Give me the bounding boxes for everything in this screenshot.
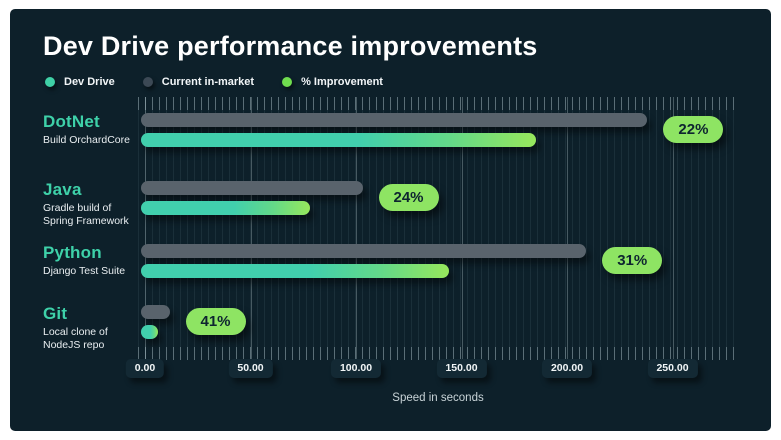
bar-current-in-market [141, 113, 648, 127]
legend-label: Dev Drive [64, 76, 115, 88]
bar-current-in-market [141, 181, 363, 195]
x-axis-tick-label: 100.00 [330, 359, 382, 378]
chart-row-dotnet: DotNet Build OrchardCore 22% [10, 112, 771, 165]
major-gridline [250, 97, 252, 360]
category-subtitle: Build OrchardCore [43, 134, 130, 146]
legend: Dev Drive Current in-market % Improvemen… [45, 76, 383, 88]
bar-dev-drive [141, 264, 450, 278]
major-gridline [672, 97, 674, 360]
category-label: Java [43, 180, 82, 199]
category-label: Python [43, 243, 102, 262]
chart-row-python: Python Django Test Suite 31% [10, 243, 771, 296]
major-gridline [461, 97, 463, 360]
bar-dev-drive [141, 201, 310, 215]
legend-dot-dev-drive-icon [45, 77, 55, 87]
major-gridline [567, 97, 568, 360]
improvement-badge: 41% [185, 308, 246, 335]
improvement-badge: 24% [378, 184, 439, 211]
major-gridline [145, 97, 146, 360]
improvement-badge: 22% [663, 116, 724, 143]
chart-row-git: Git Local clone of NodeJS repo 41% [10, 304, 771, 357]
legend-dot-improvement-icon [282, 77, 293, 87]
x-axis: 0.00 50.00 100.00 150.00 200.00 250.00 [125, 359, 738, 379]
category-subtitle: Django Test Suite [43, 265, 126, 277]
chart-panel: Dev Drive performance improvements Dev D… [10, 9, 771, 431]
minor-ticks-bottom [138, 347, 738, 360]
minor-ticks-top [138, 97, 738, 110]
x-axis-tick-label: 0.00 [125, 359, 165, 378]
legend-label: Current in-market [161, 76, 255, 88]
category-label: DotNet [43, 112, 100, 131]
chart-row-java: Java Gradle build of Spring Framework 24… [10, 180, 771, 233]
legend-label: % Improvement [301, 76, 383, 88]
bar-current-in-market [141, 305, 170, 319]
category-label: Git [43, 304, 68, 323]
legend-item-current-in-market: Current in-market [142, 76, 255, 88]
category-subtitle: Local clone of NodeJS repo [43, 326, 108, 351]
x-axis-tick-label: 200.00 [541, 359, 593, 378]
legend-item-improvement: % Improvement [282, 76, 383, 88]
x-axis-tick-label: 50.00 [228, 359, 273, 378]
bar-dev-drive [141, 133, 536, 147]
legend-dot-current-in-market-icon [142, 77, 153, 87]
legend-item-dev-drive: Dev Drive [45, 76, 115, 88]
bar-current-in-market [141, 244, 587, 258]
bar-dev-drive [141, 325, 158, 339]
chart-title: Dev Drive performance improvements [43, 31, 538, 61]
improvement-badge: 31% [602, 247, 663, 274]
x-axis-title: Speed in seconds [392, 392, 484, 404]
x-axis-tick-label: 250.00 [647, 359, 698, 378]
category-subtitle: Gradle build of Spring Framework [43, 202, 129, 227]
x-axis-tick-label: 150.00 [436, 359, 487, 378]
major-gridline [356, 97, 357, 360]
